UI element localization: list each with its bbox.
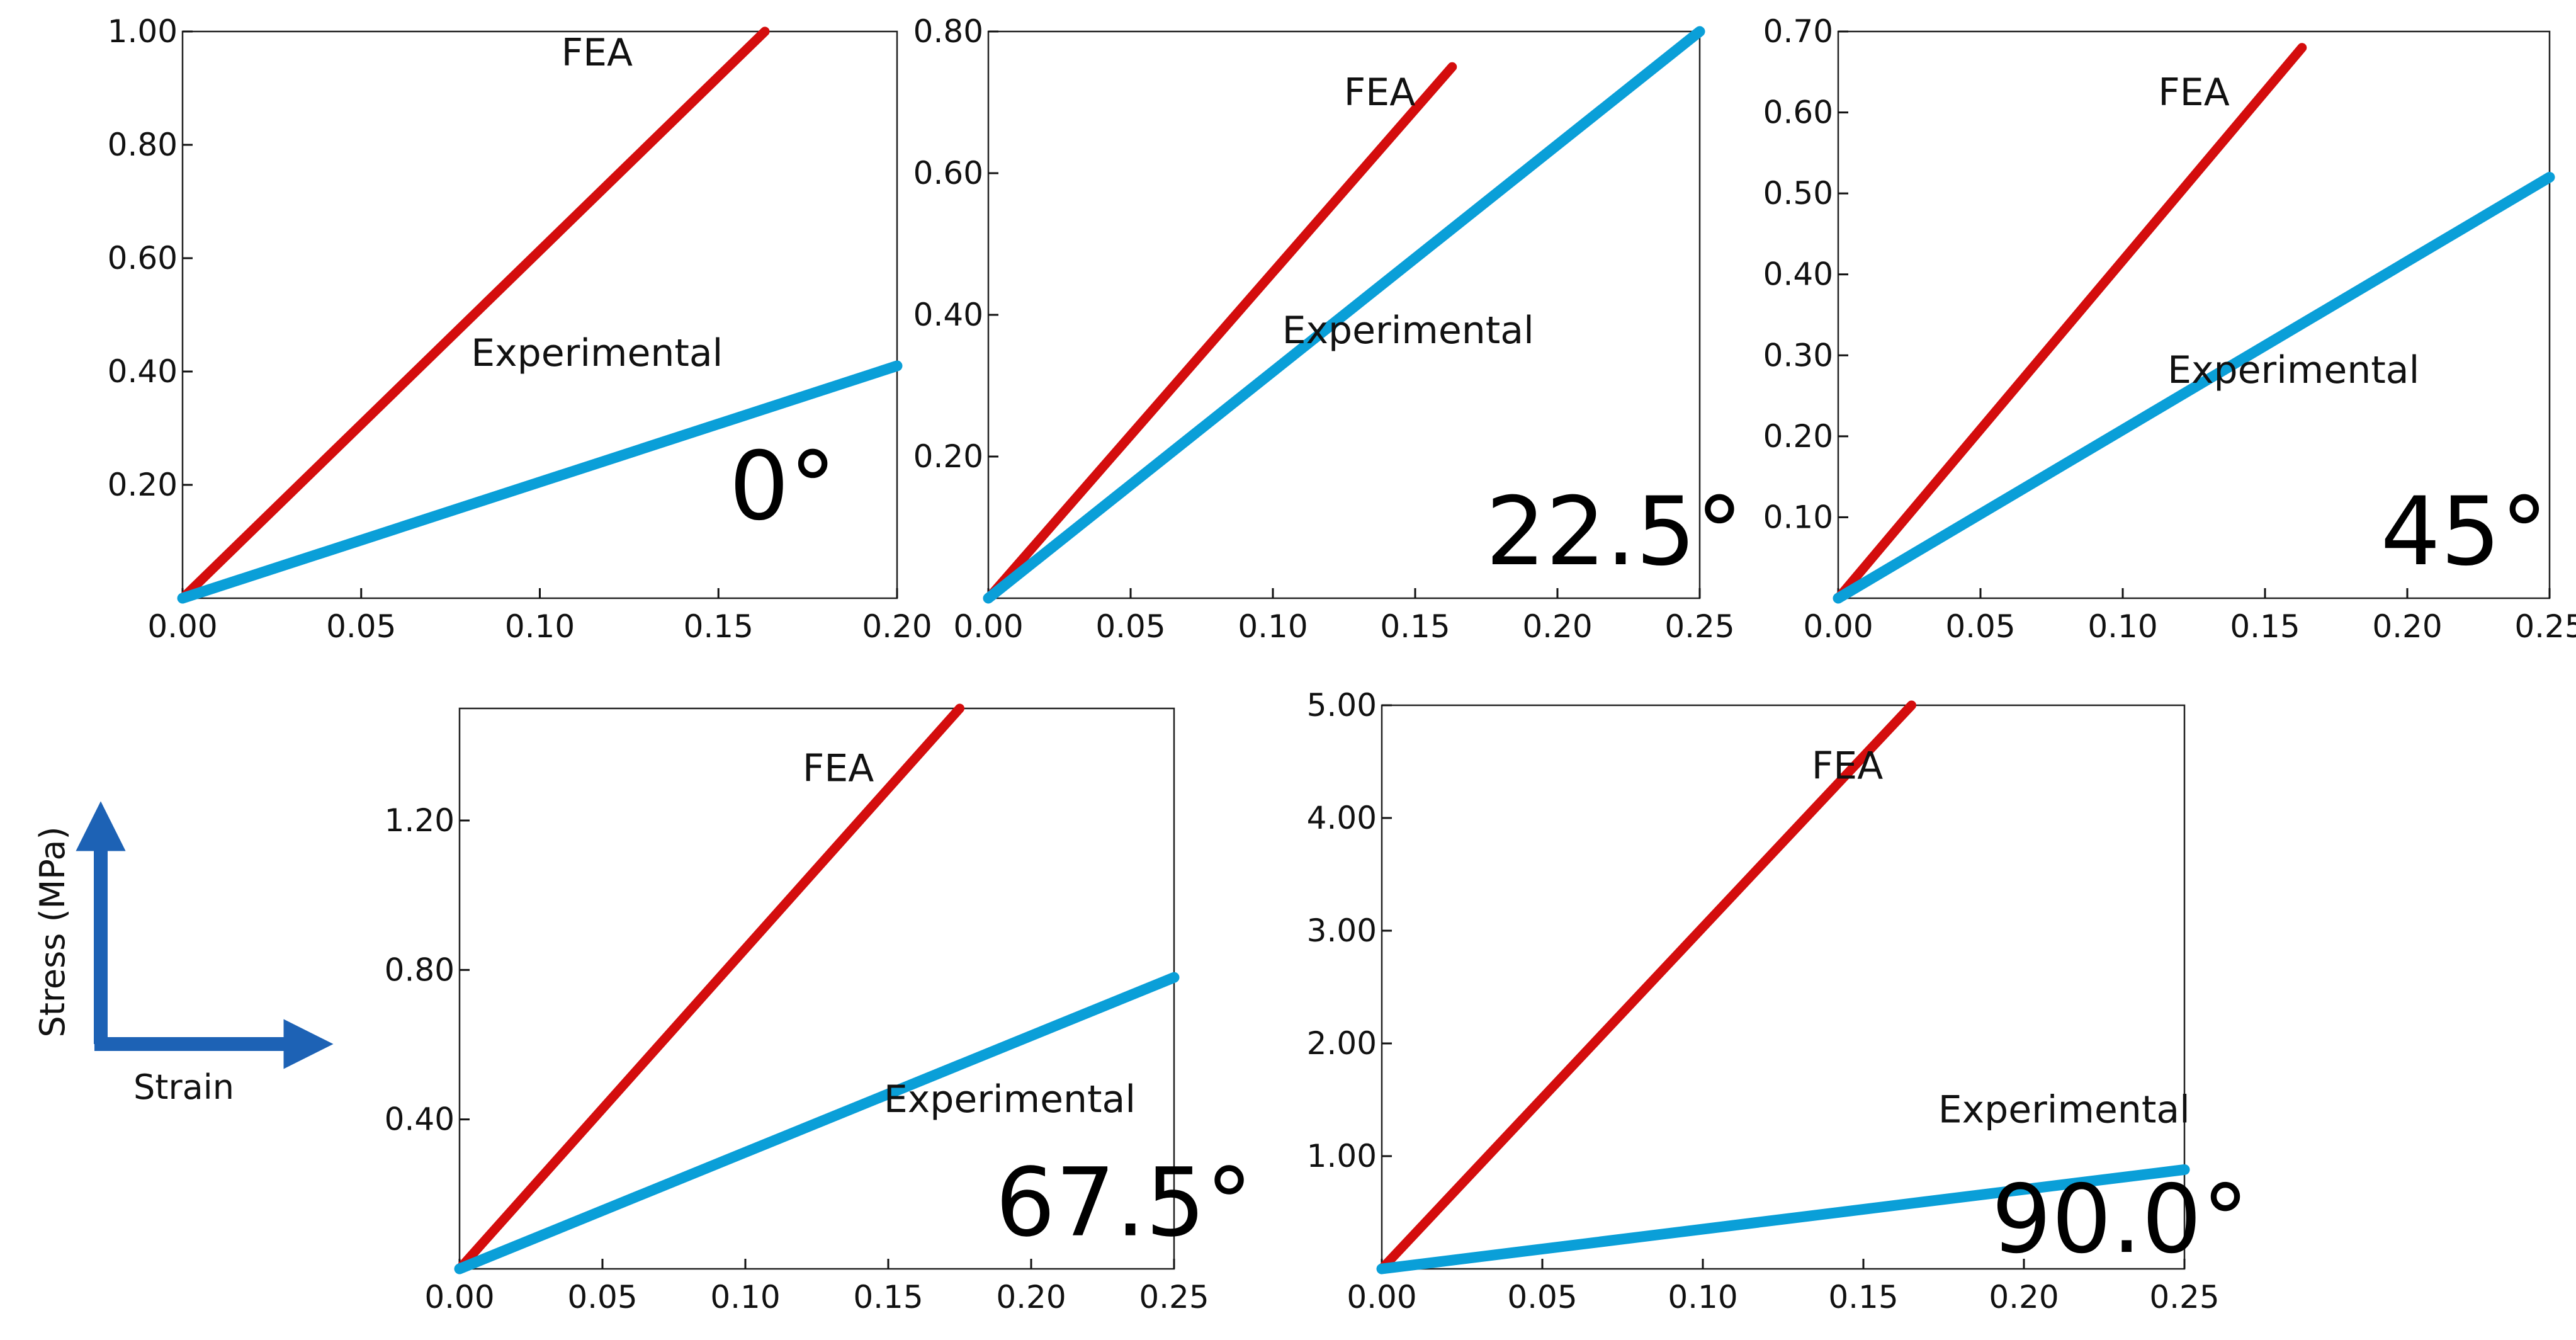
experimental-series-line [983,26,1705,604]
y-tick-label: 0.40 [108,353,178,390]
x-tick-label: 0.10 [710,1279,780,1315]
angle-label: 0° [729,432,836,542]
y-tick-label: 0.20 [1763,418,1833,455]
angle-label: 67.5° [995,1149,1253,1258]
axes-legend: Stress (MPa) Strain [33,801,334,1107]
y-tick-label: 0.20 [913,438,983,475]
x-tick-label: 0.15 [2230,608,2300,645]
x-tick-label: 0.25 [1664,608,1734,645]
experimental-series-line [454,972,1180,1275]
y-tick-label: 1.00 [1307,1138,1377,1174]
experimental-label: Experimental [1282,309,1534,353]
x-tick-label: 0.15 [853,1279,923,1315]
fea-series-line [455,703,964,1274]
y-tick-label: 0.10 [1763,499,1833,535]
x-tick-label: 0.10 [505,608,575,645]
fea-label: FEA [1344,71,1415,115]
fea-series-line [1833,43,2307,603]
y-tick-label: 1.00 [108,13,178,50]
x-tick-label: 0.05 [1095,608,1165,645]
x-tick-label: 0.10 [1238,608,1308,645]
x-tick-label: 0.05 [1507,1279,1577,1315]
y-tick-label: 0.40 [385,1101,455,1138]
x-tick-label: 0.10 [1668,1279,1737,1315]
fea-label: FEA [803,747,874,791]
stress-axis-label: Stress (MPa) [33,826,72,1037]
fea-series-line [1377,700,1916,1274]
experimental-label: Experimental [2167,348,2419,392]
fea-series-line [983,62,1457,603]
angle-label: 22.5° [1486,477,1743,587]
y-tick-label: 0.60 [913,155,983,191]
y-tick-label: 0.80 [385,951,455,988]
plot-frame [1837,30,2551,599]
experimental-series-line [1376,1164,2190,1275]
experimental-label: Experimental [471,331,723,375]
x-tick-label: 0.00 [424,1279,494,1315]
y-tick-label: 0.80 [913,13,983,50]
x-tick-label: 0.20 [1522,608,1592,645]
x-tick-label: 0.15 [684,608,754,645]
y-tick-label: 0.30 [1763,337,1833,373]
chart-panel-4: 0.00 0.05 0.10 0.15 0.20 0.25 0.40 0.80 1.20 FEA E… [385,703,1253,1315]
fea-label: FEA [1812,744,1883,788]
experimental-series-line [177,360,903,604]
x-tick-label: 0.05 [326,608,396,645]
fea-label: FEA [2158,71,2229,115]
x-tick-label: 0.25 [1139,1279,1209,1315]
x-tick-label: 0.00 [147,608,217,645]
x-tick-label: 0.15 [1380,608,1450,645]
y-tick-label: 2.00 [1307,1025,1377,1062]
angle-label: 45° [2380,477,2548,587]
plot-frame [181,30,898,599]
y-tick-label: 1.20 [385,802,455,839]
x-tick-label: 0.20 [2372,608,2442,645]
x-tick-label: 0.15 [1828,1279,1898,1315]
y-tick-label: 5.00 [1307,687,1377,724]
y-tick-label: 0.60 [108,240,178,276]
x-tick-label: 0.20 [862,608,932,645]
y-tick-label: 0.70 [1763,13,1833,50]
x-tick-label: 0.00 [1347,1279,1416,1315]
experimental-label: Experimental [884,1077,1136,1121]
x-tick-label: 0.00 [953,608,1023,645]
y-tick-label: 0.50 [1763,175,1833,212]
chart-panel-5: 0.00 0.05 0.10 0.15 0.20 0.25 1.00 2.00 3.00 4.00… [1307,687,2249,1315]
chart-panels: 0.00 0.05 0.10 0.15 0.20 0.20 0.40 0.60 0.80 1.00… [108,13,2576,1315]
chart-panel-3: 0.00 0.05 0.10 0.15 0.20 0.25 0.10 0.20 0.30 0.40… [1763,13,2576,645]
y-tick-label: 4.00 [1307,800,1377,836]
angle-label: 90.0° [1992,1165,2249,1275]
x-tick-label: 0.10 [2087,608,2157,645]
chart-panel-1: 0.00 0.05 0.10 0.15 0.20 0.20 0.40 0.60 0.80 1.00… [108,13,932,645]
experimental-label: Experimental [1938,1087,2190,1132]
y-tick-label: 0.60 [1763,94,1833,131]
fea-series-line [178,26,770,603]
x-tick-label: 0.25 [2514,608,2576,645]
x-tick-label: 0.20 [1989,1279,2059,1315]
fea-label: FEA [562,31,633,75]
y-tick-label: 3.00 [1307,912,1377,949]
x-tick-label: 0.25 [2149,1279,2219,1315]
plot-frame [1381,704,2186,1270]
x-tick-label: 0.20 [996,1279,1066,1315]
experimental-series-line [1833,171,2555,604]
strain-axis-label: Strain [133,1067,234,1107]
y-tick-label: 0.80 [108,127,178,163]
chart-panel-2: 0.00 0.05 0.10 0.15 0.20 0.25 0.20 0.40 0.60 0.80… [913,13,1743,645]
y-tick-label: 0.20 [108,467,178,503]
x-tick-label: 0.00 [1803,608,1873,645]
x-tick-label: 0.05 [1945,608,2015,645]
plot-frame [458,707,1175,1270]
y-tick-label: 0.40 [1763,256,1833,293]
x-tick-label: 0.05 [567,1279,637,1315]
y-tick-label: 0.40 [913,297,983,333]
